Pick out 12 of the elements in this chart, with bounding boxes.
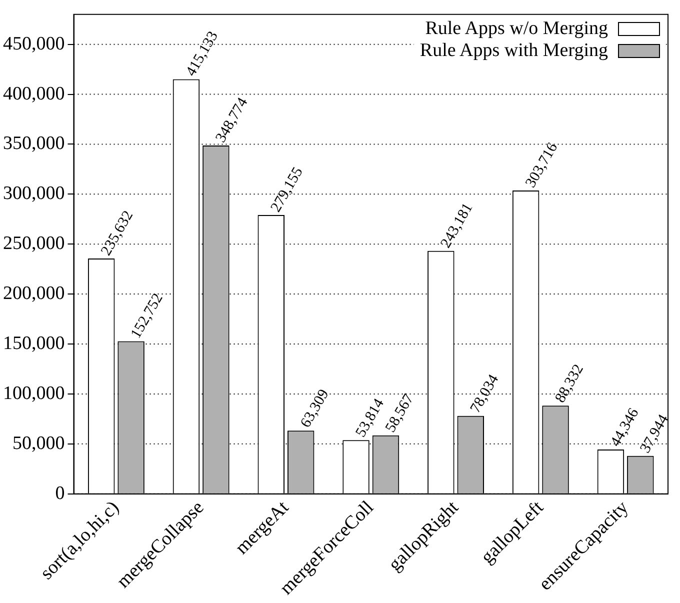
y-tick-label: 400,000 [3,83,65,104]
text: Rule Apps w/o Merging [425,18,608,40]
y-tick-label: 100,000 [3,382,65,404]
y-tick-label: 450,000 [3,33,65,54]
y-tick-label: 300,000 [3,183,65,204]
y-tick-label: 0 [55,482,65,504]
legend-label: Rule Apps with Merging [420,40,608,62]
y-tick-label: 200,000 [3,283,65,304]
y-tick-label: 350,000 [3,133,65,154]
y-tick-label: 50,000 [12,432,65,454]
y-tick-label: 250,000 [3,233,65,254]
y-tick-label: 150,000 [3,332,65,354]
